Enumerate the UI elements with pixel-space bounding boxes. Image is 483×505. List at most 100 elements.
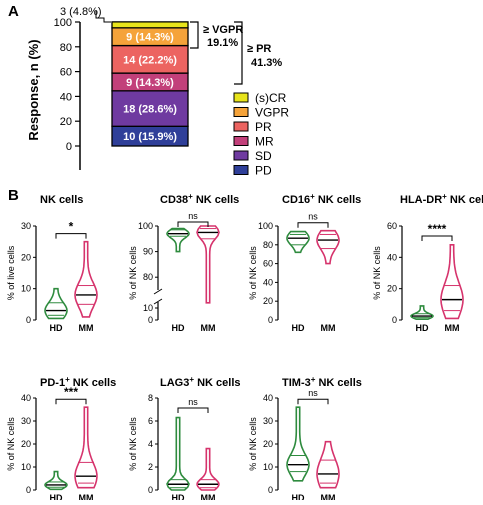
violin-ytick-label: 40 xyxy=(263,277,273,287)
violin-xtick-label: MM xyxy=(321,323,336,333)
legend-label: SD xyxy=(255,149,272,163)
violin-title-marker: LAG3 xyxy=(160,377,189,389)
violin-title-sup: + xyxy=(311,375,316,384)
violin-hd xyxy=(410,305,434,320)
violin-chart-title: PD-1+ NK cells xyxy=(40,375,116,389)
violin-ytick-label: 6 xyxy=(148,416,153,426)
significance-label: * xyxy=(69,220,74,234)
violin-hd xyxy=(286,406,310,482)
legend-label: PR xyxy=(255,120,272,134)
panel-a-label: A xyxy=(8,3,19,20)
violin-xtick-label: HD xyxy=(292,493,305,500)
panel-a-ytick-label: 40 xyxy=(60,91,72,103)
violin-chart-title: LAG3+ NK cells xyxy=(160,375,241,389)
legend-label: PD xyxy=(255,164,272,178)
violin-title-sup: + xyxy=(189,375,194,384)
violin-title-name: NK cells xyxy=(197,377,240,389)
violin-ylabel: % of NK cells xyxy=(128,246,138,300)
significance-bracket xyxy=(177,221,209,227)
violin-chart-title: NK cells xyxy=(40,194,83,206)
violin-mm xyxy=(440,244,464,320)
violin-xtick-label: HD xyxy=(416,323,429,333)
violin-ytick-label: 40 xyxy=(263,393,273,403)
legend-swatch xyxy=(233,136,249,146)
violin-ytick-label: 8 xyxy=(148,393,153,403)
violin-ytick-label: 60 xyxy=(387,221,397,231)
violin-ytick-label: 0 xyxy=(148,485,153,495)
violin-chart-title: TIM-3+ NK cells xyxy=(282,375,362,389)
pr-bracket-line1: ≥ PR xyxy=(247,43,271,55)
legend-swatch xyxy=(233,121,249,132)
violin-ytick-label: 10 xyxy=(143,303,153,313)
violin-ytick-label: 2 xyxy=(148,462,153,472)
panel-b-label: B xyxy=(8,187,19,204)
violin-title-marker: PD-1 xyxy=(40,377,65,389)
violin-chart-2: CD16+ NK cells 0 20 40 60 80 100 % of NK cells H… xyxy=(248,192,361,333)
significance-label: *** xyxy=(64,385,78,399)
significance-bracket xyxy=(55,398,87,405)
axis-break-mark xyxy=(153,288,163,295)
violin-ylabel: % of NK cells xyxy=(6,417,16,471)
significance-bracket xyxy=(297,398,329,405)
violin-title-sup: + xyxy=(188,192,193,201)
violin-ytick-label: 10 xyxy=(21,462,31,472)
bar-segment-label: 18 (28.6%) xyxy=(123,104,177,116)
violin-chart-5: LAG3+ NK cells 0 2 4 6 8 % of NK cells HD MM ns xyxy=(128,375,241,503)
violin-title-name: NK cells xyxy=(318,377,361,389)
significance-bracket xyxy=(297,222,329,228)
violin-xtick-label: HD xyxy=(172,323,185,333)
violin-title-name: NK cells xyxy=(450,194,483,206)
violin-ytick-label: 10 xyxy=(21,284,31,294)
vgpr-bracket-line2: 19.1% xyxy=(207,37,238,49)
vgpr-bracket-line1: ≥ VGPR xyxy=(203,24,243,36)
legend-swatch xyxy=(233,107,249,117)
violin-ytick-label: 0 xyxy=(148,315,153,325)
violin-ytick-label: 0 xyxy=(392,315,397,325)
legend-label: (s)CR xyxy=(255,91,287,105)
violin-hd xyxy=(44,287,68,320)
significance-label: ns xyxy=(188,397,198,407)
panel-a-axis: 0 20 40 60 80 100 xyxy=(54,17,81,170)
legend-swatch xyxy=(233,92,249,103)
bar-segment-label: 10 (15.9%) xyxy=(123,131,177,143)
violin-ytick-label: 0 xyxy=(268,485,273,495)
violin-title-name: NK cells xyxy=(73,377,116,389)
legend-label: VGPR xyxy=(255,106,289,120)
panel-a-ytick-label: 0 xyxy=(66,141,72,153)
violin-ytick-label: 80 xyxy=(143,272,153,282)
panel-a-ytick-label: 20 xyxy=(60,116,72,128)
legend-label: MR xyxy=(255,135,274,149)
violin-chart-1: CD38+ NK cells 0 10 80 90 100 % of NK cells HD M… xyxy=(128,192,239,333)
pr-bracket-line2: 41.3% xyxy=(251,57,282,69)
violin-ytick-label: 4 xyxy=(148,439,153,449)
significance-label: **** xyxy=(428,222,447,236)
violin-xtick-label: MM xyxy=(79,493,94,500)
panel-a-ticks: 0 20 40 60 80 100 xyxy=(54,17,80,153)
legend-swatch xyxy=(233,165,249,175)
panel-a-ytick-label: 100 xyxy=(54,17,72,29)
violin-title-sup: + xyxy=(442,192,447,201)
violin-chart-0: NK cells 0 10 20 30 % of live cells HD MM * xyxy=(6,194,98,333)
violin-title-name: NK cells xyxy=(40,194,83,206)
violin-xtick-label: MM xyxy=(201,323,216,333)
scr-annotation-leader xyxy=(95,11,111,23)
significance-label: ns xyxy=(308,388,318,398)
violin-ytick-label: 20 xyxy=(263,296,273,306)
violin-ytick-label: 100 xyxy=(138,221,153,231)
violin-ytick-label: 20 xyxy=(21,439,31,449)
violin-ytick-label: 30 xyxy=(263,416,273,426)
significance-label: ns xyxy=(308,212,318,222)
violin-mm xyxy=(74,406,98,489)
violin-title-marker: HLA-DR xyxy=(400,194,442,206)
violin-chart-4: PD-1+ NK cells 0 10 20 30 40 % of NK cells HD MM… xyxy=(6,375,116,503)
bar-segment-label: 9 (14.3%) xyxy=(126,32,174,44)
panel-a-ytick-label: 60 xyxy=(60,67,72,79)
panel-a-ytick-label: 80 xyxy=(60,42,72,54)
panel-a-stacked-bar: 10 (15.9%) 18 (28.6%) 9 (14.3%) 14 (22.2%) 9… xyxy=(111,21,189,147)
violin-hd xyxy=(166,227,190,253)
violin-title-marker: CD16 xyxy=(282,194,310,206)
violin-xtick-label: HD xyxy=(292,323,305,333)
violin-mm xyxy=(196,447,220,491)
